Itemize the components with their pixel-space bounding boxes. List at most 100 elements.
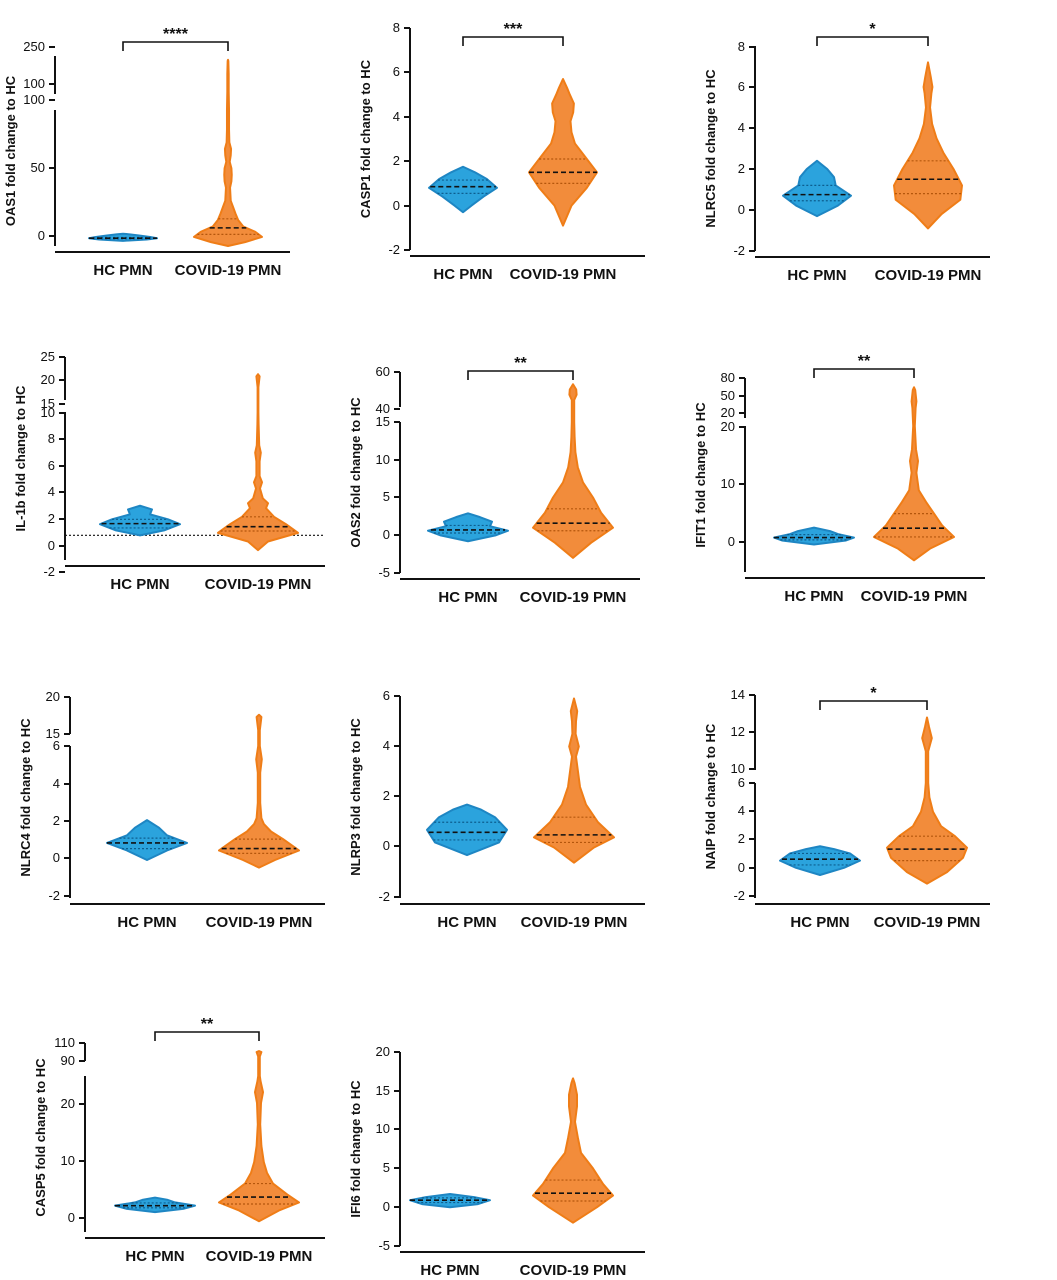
significance-stars: **** (163, 26, 189, 43)
significance-stars: ** (858, 353, 871, 370)
x-category-label: COVID-19 PMN (874, 914, 981, 931)
y-tick-label: -2 (733, 888, 745, 903)
x-category-label: HC PMN (125, 1248, 184, 1265)
y-tick-label: 2 (393, 153, 400, 168)
y-tick-label: 40 (376, 401, 390, 416)
y-tick-label: 0 (383, 1199, 390, 1214)
y-axis-label: NAIP fold change to HC (703, 723, 718, 869)
y-tick-label: 20 (61, 1096, 75, 1111)
y-tick-label: 100 (23, 76, 45, 91)
y-tick-label: 0 (738, 202, 745, 217)
y-tick-label: 10 (721, 476, 735, 491)
x-category-label: HC PMN (433, 266, 492, 283)
y-tick-label: 6 (383, 688, 390, 703)
x-category-label: HC PMN (438, 589, 497, 606)
x-category-label: HC PMN (420, 1262, 479, 1279)
x-category-label: COVID-19 PMN (520, 589, 627, 606)
y-axis-label: OAS2 fold change to HC (348, 397, 363, 548)
y-tick-label: 4 (383, 738, 390, 753)
y-tick-label: 5 (383, 489, 390, 504)
y-tick-label: 0 (38, 228, 45, 243)
y-tick-label: 110 (54, 1035, 75, 1050)
x-category-label: COVID-19 PMN (206, 914, 313, 931)
y-tick-label: 6 (53, 738, 60, 753)
y-tick-label: 15 (376, 1083, 390, 1098)
covid-violin (532, 1077, 614, 1224)
y-tick-label: 2 (738, 831, 745, 846)
violin-chart: 20 15 10 5 0 -5 IFI6 fold change to HC HC PMN CO… (348, 1044, 645, 1279)
hc-violin (114, 1196, 196, 1214)
y-tick-label: 90 (61, 1053, 75, 1068)
y-axis-label: IFIT1 fold change to HC (693, 402, 708, 548)
significance-stars: *** (504, 21, 523, 38)
violin-panel: 14 12 10 6 4 2 0 -2 NAIP fold change to HC HC PMN… (700, 683, 1000, 931)
y-axis-label: OAS1 fold change to HC (3, 75, 18, 226)
y-tick-label: 25 (41, 349, 55, 364)
x-category-label: COVID-19 PMN (875, 267, 982, 284)
y-tick-label: 4 (53, 776, 60, 791)
y-tick-label: 8 (393, 20, 400, 35)
x-category-label: HC PMN (110, 576, 169, 593)
significance-bracket (813, 368, 915, 378)
significance-bracket (816, 36, 929, 46)
x-category-label: HC PMN (93, 262, 152, 279)
y-tick-label: -2 (388, 242, 400, 257)
y-tick-label: 12 (731, 724, 745, 739)
violin-panel: 60 40 15 10 5 0 -5 OAS2 fold change to HC HC PMN… (348, 355, 655, 606)
hc-violin (106, 819, 188, 861)
hc-violin (99, 504, 181, 537)
covid-violin (893, 61, 963, 230)
covid-violin (873, 386, 955, 562)
y-tick-label: 4 (48, 484, 55, 499)
y-tick-label: 5 (383, 1160, 390, 1175)
significance-stars: * (870, 685, 877, 702)
y-tick-label: 14 (731, 687, 745, 702)
y-tick-label: 10 (61, 1153, 75, 1168)
y-tick-label: 250 (23, 39, 45, 54)
x-category-label: COVID-19 PMN (521, 914, 628, 931)
y-tick-label: 0 (68, 1210, 75, 1225)
significance-bracket (467, 370, 574, 380)
violin-panel: 80 50 20 20 10 0 IFIT1 fold change to HC HC PMN… (693, 350, 1000, 605)
y-tick-label: -2 (48, 888, 60, 903)
significance-bracket (819, 700, 928, 710)
y-tick-label: 20 (41, 372, 55, 387)
y-tick-label: 0 (48, 538, 55, 553)
covid-violin (528, 78, 598, 227)
y-tick-label: 2 (53, 813, 60, 828)
violin-chart: 8 6 4 2 0 -2 CASP1 fold change to HC HC PMN COVI… (358, 20, 645, 283)
covid-violin (886, 716, 968, 885)
y-tick-label: 10 (376, 1121, 390, 1136)
violin-panel: 20 15 6 4 2 0 -2 NLRC4 fold change to HC HC PMN C… (0, 685, 330, 931)
significance-bracket (122, 41, 229, 51)
covid-violin (532, 383, 614, 559)
significance-bracket (462, 36, 564, 46)
y-tick-label: 0 (53, 850, 60, 865)
violin-chart: 6 4 2 0 -2 NLRP3 fold change to HC HC PMN COVID… (348, 688, 645, 931)
y-tick-label: 2 (383, 788, 390, 803)
significance-stars: ** (514, 355, 527, 372)
significance-bracket (154, 1031, 260, 1041)
y-tick-label: 60 (376, 364, 390, 379)
y-axis-label: NLRP3 fold change to HC (348, 718, 363, 876)
violin-panel: 6 4 2 0 -2 NLRP3 fold change to HC HC PMN COVID… (348, 685, 655, 931)
y-tick-label: 4 (738, 803, 745, 818)
x-category-label: COVID-19 PMN (175, 262, 282, 279)
violin-panel: 20 15 10 5 0 -5 IFI6 fold change to HC HC PMN CO… (348, 1040, 655, 1279)
y-tick-label: 2 (48, 511, 55, 526)
y-tick-label: 80 (721, 370, 735, 385)
violin-panel: 8 6 4 2 0 -2 NLRC5 fold change to HC HC PMN COVI… (700, 10, 1000, 284)
covid-violin (533, 697, 615, 864)
violin-panel: 8 6 4 2 0 -2 CASP1 fold change to HC HC PMN COVI… (355, 10, 655, 283)
y-tick-label: 6 (393, 64, 400, 79)
hc-violin (427, 512, 509, 543)
y-tick-label: 20 (46, 689, 60, 704)
y-tick-label: 6 (738, 79, 745, 94)
y-tick-label: 20 (721, 405, 735, 420)
y-tick-label: 0 (383, 527, 390, 542)
y-tick-label: 50 (31, 160, 45, 175)
